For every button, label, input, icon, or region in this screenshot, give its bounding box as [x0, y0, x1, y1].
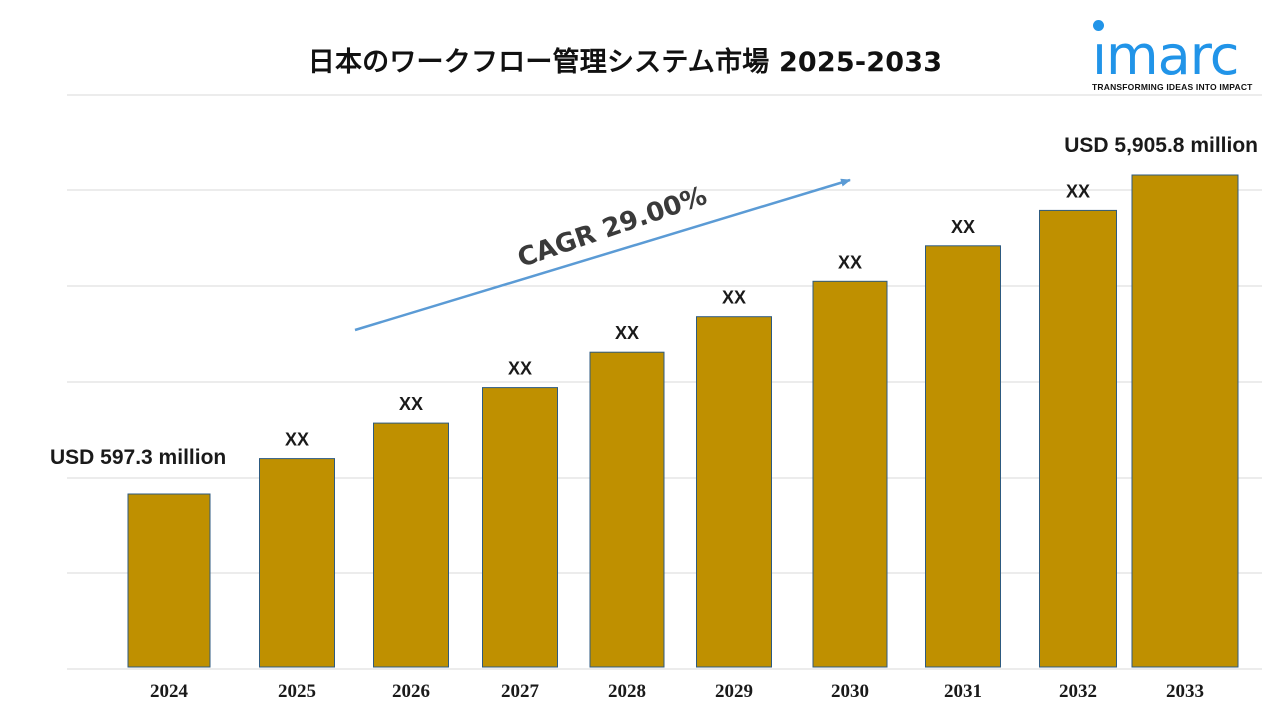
bar-2031	[925, 245, 1001, 668]
logo-dot-icon	[1093, 20, 1104, 31]
bar-2025	[259, 458, 335, 668]
x-tick-label-2028: 2028	[608, 681, 646, 702]
x-tick-label-2032: 2032	[1059, 681, 1097, 702]
bar-2024	[127, 493, 211, 668]
bar-value-label-2026: XX	[399, 394, 423, 414]
bar-value-label-2030: XX	[838, 252, 862, 272]
cagr-arrow	[354, 178, 851, 332]
bar-value-label-2032: XX	[1066, 181, 1090, 201]
logo-wordmark: ımarc	[1092, 24, 1239, 87]
chart-title: 日本のワークフロー管理システム市場 2025-2033	[307, 47, 943, 78]
cagr-label: CAGR 29.00%	[514, 181, 711, 274]
bar-value-label-2029: XX	[722, 288, 746, 308]
x-tick-label-2025: 2025	[278, 681, 316, 702]
bars	[127, 174, 1239, 668]
bar-labels: XX XX XX XX XX XX XX XX	[285, 181, 1090, 449]
x-tick-label-2031: 2031	[944, 681, 982, 702]
x-tick-label-2024: 2024	[150, 681, 189, 702]
bar-value-label-2031: XX	[951, 217, 975, 237]
bar-value-label-2027: XX	[508, 359, 532, 379]
bar-value-label-2028: XX	[615, 323, 639, 343]
bar-2030	[812, 280, 888, 668]
x-tick-label-2030: 2030	[831, 681, 869, 702]
bar-2033	[1131, 174, 1239, 668]
x-axis-tick-labels: 2024 2025 2026 2027 2028 2029 2030 2031 2032 2033	[150, 681, 1204, 702]
bar-2028	[589, 351, 665, 668]
x-tick-label-2029: 2029	[715, 681, 753, 702]
logo-tagline: TRANSFORMING IDEAS INTO IMPACT	[1092, 82, 1253, 92]
x-tick-label-2033: 2033	[1166, 681, 1204, 702]
end-value-label: USD 5,905.8 million	[1064, 134, 1258, 157]
imarc-logo: ımarc TRANSFORMING IDEAS INTO IMPACT	[1090, 20, 1265, 95]
bar-2032	[1039, 209, 1117, 668]
x-tick-label-2026: 2026	[392, 681, 430, 702]
bar-2026	[373, 422, 449, 668]
bar-2029	[696, 316, 772, 668]
start-value-label: USD 597.3 million	[50, 446, 226, 469]
bar-value-label-2025: XX	[285, 430, 309, 450]
x-tick-label-2027: 2027	[501, 681, 540, 702]
bar-2027	[482, 387, 558, 668]
